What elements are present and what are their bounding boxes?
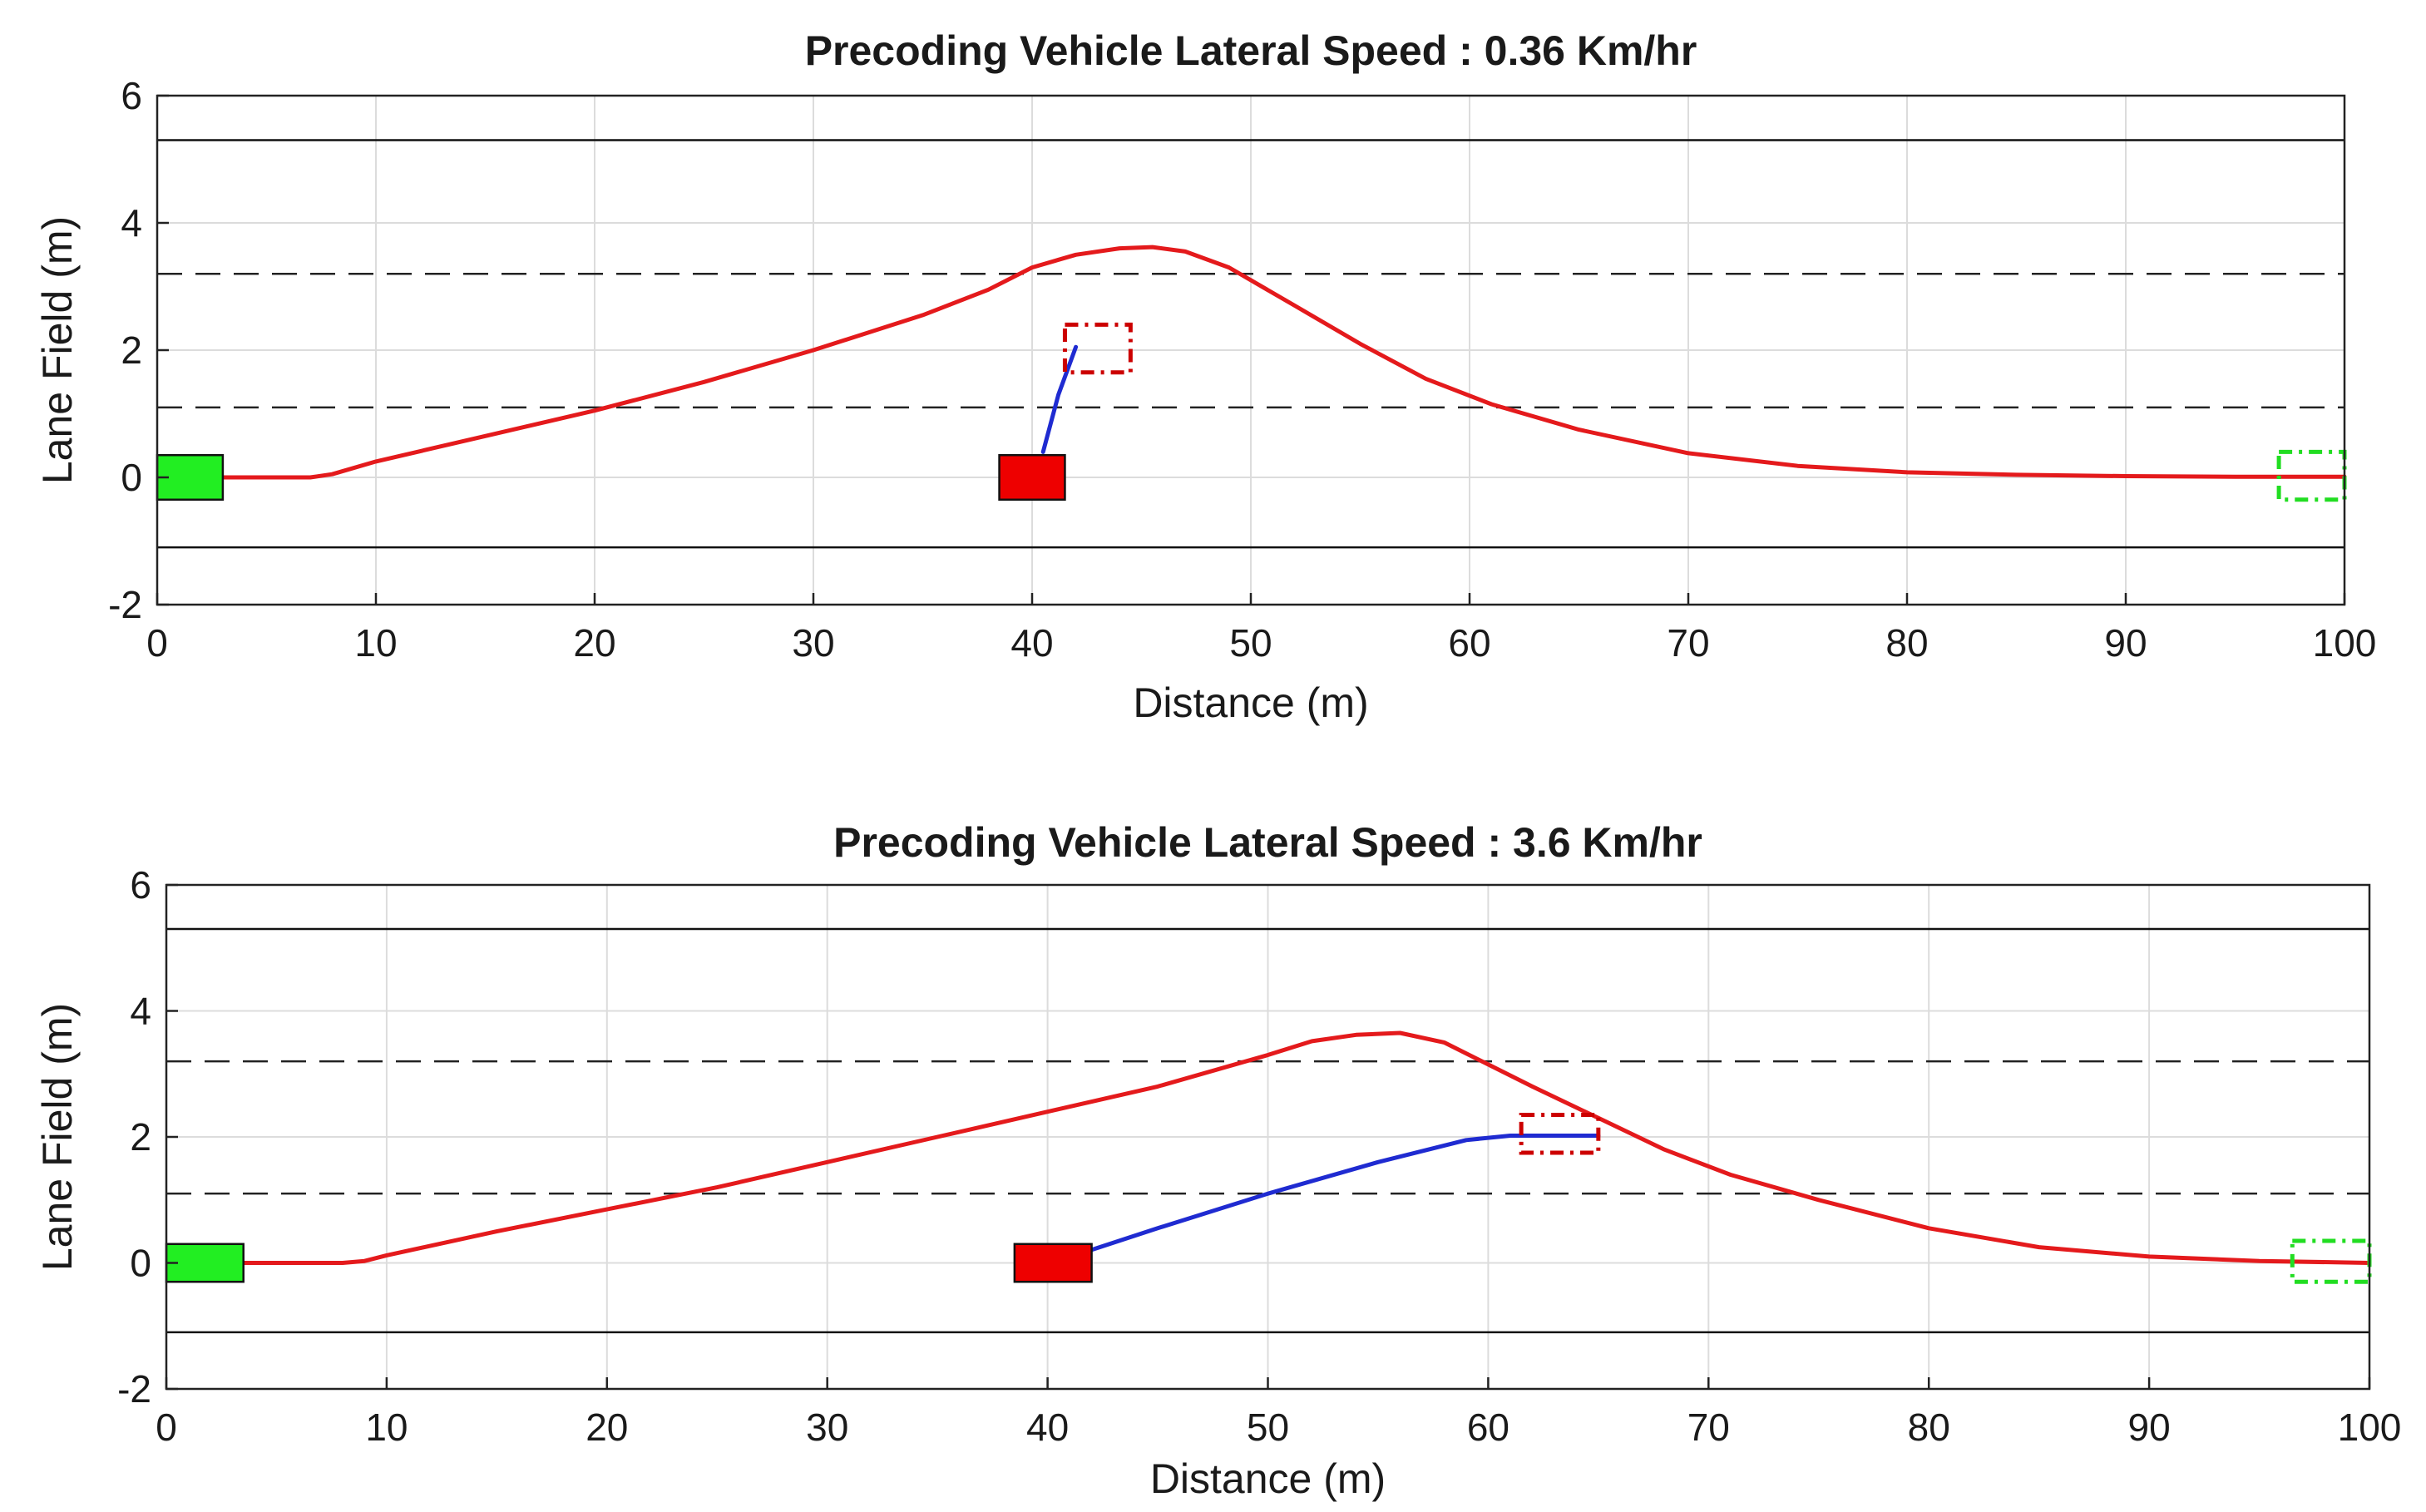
y-tick-label: 6 <box>121 74 142 117</box>
y-tick-label: 4 <box>130 990 151 1033</box>
x-tick-label: 60 <box>1448 621 1490 665</box>
x-tick-label: 30 <box>806 1406 848 1449</box>
ego-trajectory-line <box>241 1030 2372 1265</box>
y-tick-label: -2 <box>108 583 142 626</box>
y-tick-label: 4 <box>121 201 142 245</box>
y-tick-label: -2 <box>117 1367 151 1411</box>
chart-title: Precoding Vehicle Lateral Speed : 0.36 K… <box>805 27 1697 74</box>
x-tick-label: 10 <box>354 621 397 665</box>
preceding-vehicle-start-box <box>998 453 1066 502</box>
ego-start-box <box>165 1243 245 1283</box>
y-tick-label: 6 <box>130 863 151 907</box>
x-tick-label: 50 <box>1229 621 1272 665</box>
x-tick-label: 100 <box>2338 1406 2402 1449</box>
x-tick-label: 0 <box>146 621 168 665</box>
x-tick-label: 80 <box>1885 621 1928 665</box>
preceding-vehicle-end-box <box>1519 1112 1601 1155</box>
x-axis-label: Distance (m) <box>1150 1455 1386 1502</box>
y-axis-label: Lane Field (m) <box>34 216 81 484</box>
preceding-vehicle-trajectory-line <box>1078 1134 1601 1256</box>
x-tick-label: 90 <box>2128 1406 2171 1449</box>
y-tick-label: 0 <box>130 1242 151 1285</box>
y-axis-label: Lane Field (m) <box>34 1003 81 1271</box>
y-tick-label: 2 <box>121 329 142 372</box>
x-tick-label: 70 <box>1687 1406 1730 1449</box>
x-tick-label: 40 <box>1010 621 1053 665</box>
x-tick-label: 80 <box>1908 1406 1950 1449</box>
x-tick-label: 30 <box>792 621 834 665</box>
x-tick-label: 40 <box>1026 1406 1069 1449</box>
x-tick-label: 10 <box>365 1406 408 1449</box>
x-tick-label: 90 <box>2104 621 2147 665</box>
x-tick-label: 50 <box>1247 1406 1289 1449</box>
ego-end-box <box>2276 449 2347 502</box>
y-tick-label: 0 <box>121 456 142 499</box>
preceding-vehicle-end-box <box>1062 322 1133 375</box>
x-tick-label: 70 <box>1667 621 1709 665</box>
x-tick-label: 0 <box>156 1406 177 1449</box>
x-tick-label: 20 <box>586 1406 628 1449</box>
x-tick-label: 60 <box>1467 1406 1509 1449</box>
y-tick-label: 2 <box>130 1115 151 1159</box>
preceding-vehicle-start-box <box>1013 1243 1093 1283</box>
x-tick-label: 100 <box>2313 621 2377 665</box>
x-tick-label: 20 <box>573 621 615 665</box>
preceding-vehicle-trajectory-line <box>1040 344 1079 454</box>
ego-trajectory-line <box>220 245 2347 480</box>
x-axis-label: Distance (m) <box>1133 679 1368 726</box>
chart-title: Precoding Vehicle Lateral Speed : 3.6 Km… <box>833 819 1702 866</box>
